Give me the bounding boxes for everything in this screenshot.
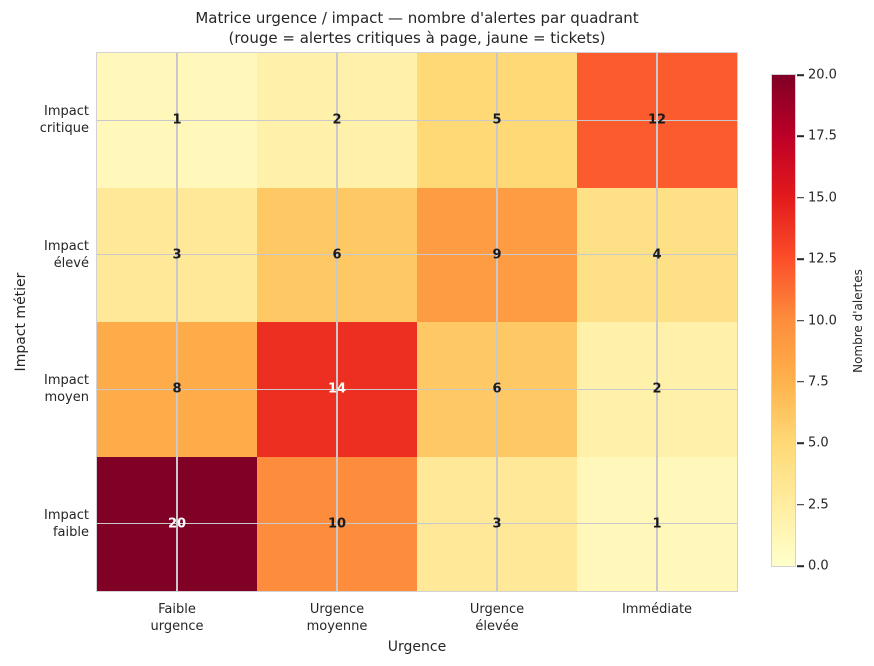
cell-value-r3c2: 3	[492, 516, 502, 532]
colorbar-tick-mark	[797, 258, 804, 260]
colorbar-tick-mark	[797, 442, 804, 445]
colorbar-tick-label: 2.5	[808, 497, 829, 513]
colorbar-tick-mark	[797, 74, 804, 76]
cell-value-r3c0: 20	[167, 516, 187, 532]
cell-value-r0c0: 1	[172, 112, 182, 128]
cell-value-r2c0: 8	[172, 381, 182, 397]
colorbar-tick-label: 10.0	[808, 313, 837, 328]
x-tick-label-2: Urgence élevée	[469, 602, 525, 634]
colorbar-label: Nombre d'alertes	[851, 269, 865, 373]
x-tick-label-1: Urgence moyenne	[306, 602, 368, 634]
cell-value-r2c3: 2	[652, 381, 662, 397]
cell-value-r0c1: 2	[332, 112, 342, 128]
colorbar-tick-label: 17.5	[808, 128, 837, 144]
cell-value-r1c3: 4	[652, 247, 662, 263]
cell-value-r3c1: 10	[327, 516, 347, 532]
chart-title-line2: (rouge = alertes critiques à page, jaune…	[228, 29, 606, 47]
cell-value-r1c2: 9	[492, 247, 502, 263]
colorbar-tick-mark	[797, 319, 804, 322]
colorbar-tick-mark	[797, 503, 804, 506]
y-axis-label: Impact métier	[13, 272, 29, 372]
heatmap-plot: 1 2 5 12 3 6 9 4 8 14 6 2 20 10 3 1	[96, 52, 738, 592]
colorbar-gradient	[771, 74, 796, 567]
y-tick-label-0: Impact critique	[39, 104, 89, 137]
colorbar-tick-mark	[797, 381, 804, 383]
chart-title-line1: Matrice urgence / impact — nombre d'aler…	[195, 9, 639, 27]
colorbar-tick-label: 15.0	[808, 190, 837, 206]
cell-value-r3c3: 1	[652, 516, 662, 532]
cell-value-r2c2: 6	[492, 381, 502, 397]
x-tick-label-3: Immédiate	[621, 602, 693, 617]
colorbar-tick-mark	[797, 196, 804, 199]
chart-title: Matrice urgence / impact — nombre d'aler…	[97, 8, 737, 48]
colorbar-tick-label: 20.0	[808, 67, 837, 83]
colorbar-tick-mark	[797, 565, 804, 567]
x-tick-label-0: Faible urgence	[150, 602, 204, 634]
cell-value-r1c0: 3	[172, 247, 182, 263]
colorbar-tick-mark	[797, 135, 804, 138]
colorbar-tick-label: 12.5	[808, 251, 837, 267]
colorbar-tick-label: 7.5	[808, 374, 829, 390]
cell-value-r0c3: 12	[647, 112, 667, 128]
y-tick-label-2: Impact moyen	[44, 373, 89, 406]
x-axis-label: Urgence	[387, 639, 447, 655]
colorbar-tick-label: 5.0	[808, 435, 829, 451]
cell-value-r1c1: 6	[332, 247, 342, 263]
cell-annotations: 1 2 5 12 3 6 9 4 8 14 6 2 20 10 3 1	[97, 53, 737, 591]
colorbar-tick-label: 0.0	[808, 558, 829, 574]
cell-value-r0c2: 5	[492, 112, 502, 128]
cell-value-r2c1: 14	[327, 381, 347, 397]
y-tick-label-3: Impact faible	[44, 507, 89, 540]
y-tick-label-1: Impact élevé	[44, 238, 89, 271]
